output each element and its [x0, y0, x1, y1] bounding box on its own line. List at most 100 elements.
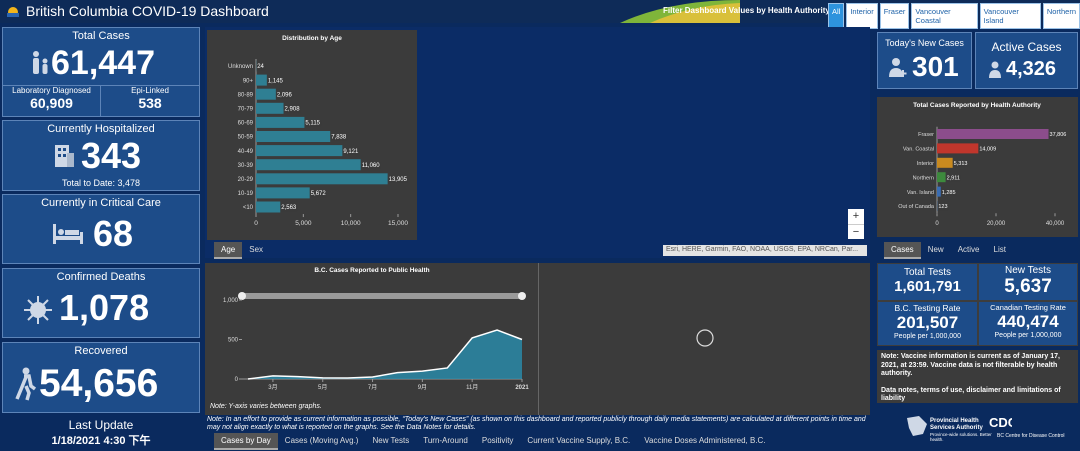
age-panel [207, 30, 417, 240]
hospitalized-card: Currently Hospitalized 343 Total to Date… [2, 120, 200, 191]
label: New Tests [1005, 265, 1051, 276]
vaccine-note: Note: Vaccine information is current as … [877, 350, 1078, 403]
value: 538 [138, 95, 162, 111]
age-tabs: Age Sex [214, 242, 270, 259]
tab[interactable]: Active [957, 245, 980, 254]
attribution: Esri, HERE, Garmin, FAO, NOAA, USGS, EPA… [663, 245, 867, 256]
bccdc-name: BC Centre for Disease Control [997, 433, 1065, 439]
ha-panel [877, 97, 1078, 237]
value: 1/18/2021 4:30 下午 [51, 435, 151, 447]
filter-label: Filter Dashboard Values by Health Author… [663, 6, 833, 15]
zoom-out[interactable]: − [848, 224, 864, 240]
tab[interactable]: Sex [249, 245, 264, 254]
value: 68 [93, 213, 134, 254]
icon [55, 145, 74, 167]
icon [33, 51, 48, 74]
value: 4,326 [1006, 58, 1057, 80]
phsa-tagline: Province-wide solutions. Better health. [930, 432, 992, 442]
graph-note: Note: Y-axis varies between graphs. [210, 403, 322, 410]
filter-button[interactable]: Vancouver Coastal [911, 3, 978, 29]
bccdc-logo: CDC [989, 415, 1012, 430]
label: Confirmed Deaths [56, 271, 146, 283]
value: 1,078 [59, 287, 150, 328]
filter-button[interactable]: Interior [846, 3, 878, 29]
svg-text:CDC: CDC [989, 415, 1012, 430]
note: Note: In an effort to provide as current… [207, 416, 870, 432]
tab[interactable]: List [993, 245, 1006, 254]
filter-button[interactable]: Fraser [879, 3, 910, 29]
value: 5,637 [1004, 276, 1052, 297]
tests-card: Total Tests 1,601,791 New Tests 5,637 B.… [877, 263, 1078, 346]
critical-card: Currently in Critical Care 68 [2, 194, 200, 264]
update: Last Update 1/18/2021 4:30 下午 [2, 418, 200, 448]
new-cases-card: Today's New Cases 301 [877, 32, 972, 89]
tab[interactable]: Vaccine Doses Administered, B.C. [644, 436, 766, 445]
bc-rate: B.C. Testing Rate 201,507 People per 1,0… [878, 302, 977, 345]
total-tests: Total Tests 1,601,791 [878, 264, 977, 300]
label: Today's New Cases [885, 38, 964, 48]
tab[interactable]: Age [214, 242, 243, 259]
label: Total Cases [72, 30, 130, 42]
label: Currently Hospitalized [47, 123, 155, 135]
label: Currently in Critical Care [41, 197, 161, 209]
filter-button[interactable]: Northern [1042, 3, 1080, 29]
recovered-card: Recovered 54,656 [2, 342, 200, 413]
icon [889, 58, 907, 77]
label: Total Tests [903, 267, 952, 278]
unit: People per 1,000,000 [994, 332, 1062, 339]
links[interactable]: Data notes, terms of use, disclaimer and… [881, 386, 1061, 403]
label: Last Update [68, 418, 134, 432]
deaths-card: Confirmed Deaths 1,078 [2, 268, 200, 338]
loading [696, 329, 714, 347]
zoom: + − [848, 209, 864, 239]
graph-tabs: Cases by Day Cases (Moving Avg.) New Tes… [214, 433, 773, 450]
filter-button[interactable]: Vancouver Island [979, 3, 1041, 29]
tab[interactable]: Turn-Around [423, 436, 468, 445]
bc-logo [7, 7, 19, 17]
header: British Columbia COVID-19 Dashboard Filt… [0, 0, 1080, 29]
note: Note: Vaccine information is current as … [881, 353, 1060, 377]
phsa-logo [907, 416, 927, 436]
value: 343 [81, 135, 142, 176]
note: Total to Date: 3,478 [61, 178, 141, 188]
value: 61,447 [51, 44, 155, 82]
tab[interactable]: Cases (Moving Avg.) [284, 436, 359, 445]
ca-rate: Canadian Testing Rate 440,474 People per… [979, 302, 1077, 345]
tab[interactable]: New Tests [372, 436, 410, 445]
phsa-name: Provincial Health Services Authority [930, 418, 983, 431]
tab[interactable]: Cases [884, 242, 921, 259]
divider [538, 263, 539, 415]
ha-tabs: Cases New Active List [884, 242, 1013, 259]
value: 60,909 [30, 95, 73, 111]
tab[interactable]: New [927, 245, 944, 254]
label: Epi-Linked [131, 86, 169, 95]
icon [15, 367, 37, 401]
value: 301 [912, 51, 959, 82]
header-accent [620, 0, 740, 23]
total-cases-card: Total Cases 61,447 Laboratory Diagnosed … [2, 27, 200, 117]
unit: People per 1,000,000 [894, 333, 961, 340]
filter-button[interactable]: All [828, 3, 845, 29]
value: 440,474 [997, 312, 1059, 331]
tab[interactable]: Current Vaccine Supply, B.C. [527, 436, 631, 445]
label: B.C. Testing Rate [894, 303, 961, 313]
label: Laboratory Diagnosed [12, 86, 91, 95]
label: Canadian Testing Rate [990, 303, 1066, 312]
value: 1,601,791 [894, 278, 961, 295]
tab[interactable]: Positivity [481, 436, 514, 445]
value: 201,507 [896, 313, 959, 332]
icon [24, 296, 52, 324]
icon [53, 224, 83, 244]
new-tests: New Tests 5,637 [979, 264, 1077, 300]
label: Recovered [74, 345, 128, 357]
zoom-in[interactable]: + [852, 210, 860, 222]
filters: All Interior Fraser Vancouver Coastal Va… [826, 3, 1080, 29]
tab[interactable]: Cases by Day [214, 433, 278, 450]
value: 54,656 [39, 362, 159, 405]
title: British Columbia COVID-19 Dashboard [26, 3, 269, 19]
icon [989, 61, 1001, 78]
label: Active Cases [991, 40, 1062, 54]
epi-box: Epi-Linked 538 [101, 85, 199, 117]
active-card: Active Cases 4,326 [975, 32, 1078, 89]
